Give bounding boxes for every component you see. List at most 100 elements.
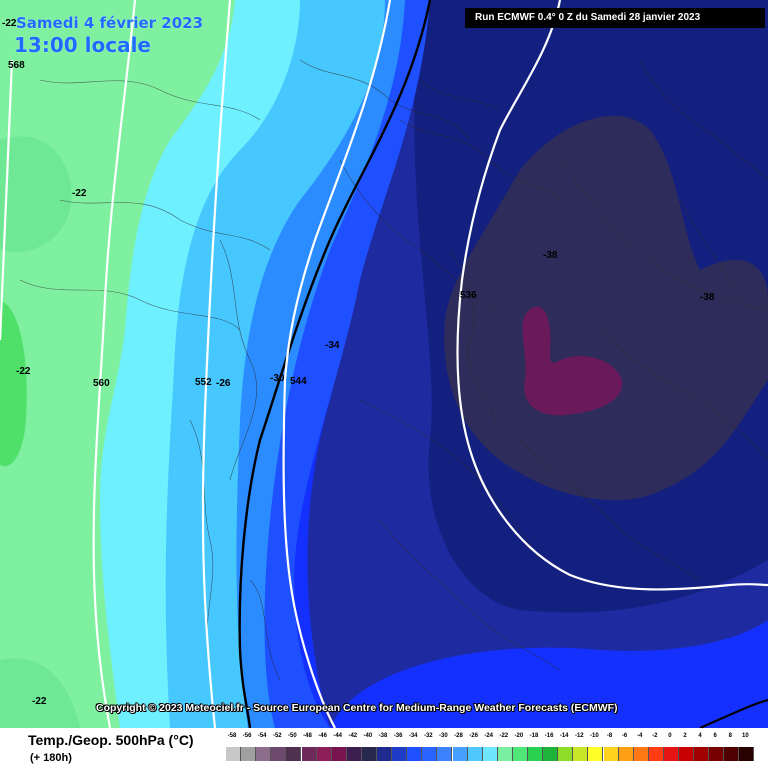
- scale-swatch: [739, 747, 755, 761]
- scale-swatch: [286, 747, 302, 761]
- scale-tick-label: 4: [698, 733, 702, 739]
- scale-swatch: [407, 747, 423, 761]
- scale-tick-label: -6: [621, 733, 628, 739]
- scale-swatch: [437, 747, 453, 761]
- lower-blue-band: [330, 620, 768, 728]
- scale-swatch: [497, 747, 513, 761]
- scale-tick-label: -46: [318, 733, 327, 739]
- geopot-label: 544: [290, 376, 307, 387]
- scale-swatch: [361, 747, 377, 761]
- isohypse-560: [92, 0, 137, 728]
- cold-core: [444, 115, 768, 501]
- scale-tick-label: -30: [439, 733, 448, 739]
- scale-swatch: [377, 747, 393, 761]
- scale-tick-label: -18: [529, 733, 539, 739]
- scale-tick-label: -28: [454, 733, 463, 739]
- scale-swatch: [467, 747, 483, 761]
- scale-swatch: [256, 747, 272, 761]
- scale-swatch: [648, 747, 664, 761]
- geopot-label: 568: [8, 60, 25, 71]
- run-info: Run ECMWF 0.4° 0 Z du Samedi 28 janvier …: [465, 8, 765, 28]
- scale-tick-label: -24: [484, 733, 494, 739]
- isotherm-minus30: [238, 0, 432, 728]
- scale-swatch: [301, 747, 317, 761]
- temp-label: -22: [2, 18, 17, 29]
- scale-swatch: [633, 747, 649, 761]
- geopot-label: 560: [93, 378, 110, 389]
- scale-swatch: [694, 747, 710, 761]
- scale-swatch: [528, 747, 544, 761]
- scale-tick-label: -44: [333, 733, 343, 739]
- scale-tick-label: -12: [574, 733, 584, 739]
- scale-tick-label: -48: [303, 733, 312, 739]
- scale-tick-label: -20: [514, 733, 524, 739]
- scale-tick-label: 10: [742, 733, 749, 739]
- scale-tick-label: -32: [423, 733, 433, 739]
- scale-swatch: [543, 747, 559, 761]
- geopot-label: 536: [460, 290, 477, 301]
- scale-tick-label: -10: [590, 733, 599, 739]
- scale-tick-label: 2: [683, 733, 687, 739]
- scale-tick-label: 6: [713, 733, 717, 739]
- scale-tick-label: -22: [499, 733, 509, 739]
- scale-tick-label: -8: [606, 733, 613, 739]
- scale-tick-label: -36: [393, 733, 403, 739]
- scale-swatch: [331, 747, 347, 761]
- scale-tick-label: -38: [378, 733, 388, 739]
- isohypse-552: [201, 0, 232, 728]
- scale-tick-label: -42: [348, 733, 358, 739]
- scale-tick-label: -40: [363, 733, 373, 739]
- scale-tick-label: -58: [227, 733, 237, 739]
- scale-swatch: [558, 747, 574, 761]
- scale-swatch: [603, 747, 619, 761]
- borders: [19, 59, 768, 681]
- scale-swatch: [724, 747, 740, 761]
- scale-swatch: [226, 747, 242, 761]
- scale-swatch: [452, 747, 468, 761]
- scale-tick-label: -26: [469, 733, 478, 739]
- scale-swatch: [482, 747, 498, 761]
- temp-label: -38: [543, 250, 558, 261]
- scale-swatch: [422, 747, 438, 761]
- geopot-label: 552: [195, 377, 212, 388]
- scale-tick-label: -2: [652, 733, 658, 739]
- scale-tick-label: 8: [728, 733, 732, 739]
- temp-label: -22: [32, 696, 47, 707]
- isohypse-536: [456, 0, 768, 591]
- forecast-time: 13:00 locale: [14, 33, 151, 57]
- scale-swatch: [588, 747, 604, 761]
- temp-label: -38: [700, 292, 715, 303]
- scale-swatch: [271, 747, 287, 761]
- scale-tick-label: -50: [288, 733, 297, 739]
- scale-swatch: [709, 747, 725, 761]
- coldest-pocket: [522, 306, 623, 416]
- isohypse-544: [282, 0, 392, 728]
- isohypse-568: [0, 59, 14, 341]
- scale-tick-label: -16: [544, 733, 554, 739]
- temp-label: -34: [325, 340, 340, 351]
- scale-tick-label: -4: [637, 733, 643, 739]
- temp-label: -30: [270, 373, 285, 384]
- weather-map: Samedi 4 février 2023 13:00 locale Run E…: [0, 0, 768, 728]
- scale-tick-label: -14: [559, 733, 569, 739]
- copyright-notice: Copyright © 2023 Meteociel.fr - Source E…: [96, 702, 618, 714]
- scale-swatch: [316, 747, 332, 761]
- scale-swatch: [573, 747, 589, 761]
- lead-time: (+ 180h): [30, 752, 72, 764]
- scale-tick-label: -52: [272, 733, 282, 739]
- scale-tick-label: -56: [242, 733, 252, 739]
- forecast-date: Samedi 4 février 2023: [16, 14, 204, 32]
- temp-label: -26: [216, 378, 231, 389]
- scale-swatch: [512, 747, 528, 761]
- temp-label: -22: [72, 188, 87, 199]
- temperature-field: [0, 0, 768, 728]
- warm-pocket: [0, 300, 27, 467]
- scale-swatch: [346, 747, 362, 761]
- scale-swatch: [392, 747, 408, 761]
- scale-swatch: [663, 747, 679, 761]
- scale-tick-label: 0: [668, 733, 672, 739]
- scale-tick-label: -34: [408, 733, 418, 739]
- scale-swatch: [679, 747, 695, 761]
- scale-tick-label: -54: [257, 733, 267, 739]
- scale-swatch: [618, 747, 634, 761]
